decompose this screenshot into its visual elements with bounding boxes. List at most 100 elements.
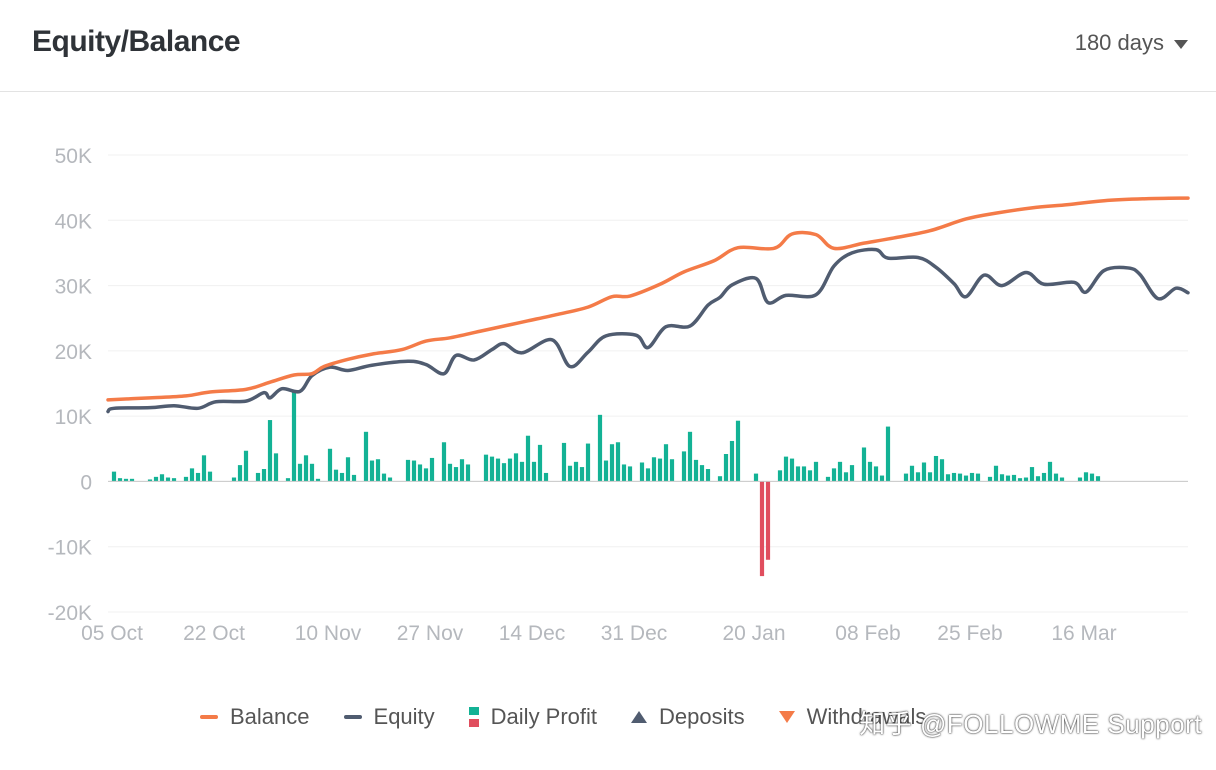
chart-legend: Balance Equity Daily Profit Deposits Wit… — [200, 704, 960, 730]
daily-profit-bar — [843, 472, 849, 482]
daily-profit-bar — [363, 431, 369, 482]
daily-profit-bar — [651, 457, 657, 482]
range-dropdown-value: 180 days — [1074, 30, 1164, 55]
daily-profit-bar — [519, 461, 525, 482]
daily-profit-bar — [447, 463, 453, 482]
daily-profit-bar — [879, 475, 885, 482]
legend-item-deposits[interactable]: Deposits — [631, 704, 745, 730]
daily-profit-bar — [735, 420, 741, 482]
daily-profit-bar — [963, 475, 969, 482]
card-header: Equity/Balance 180 days — [0, 0, 1216, 92]
y-tick-label: 10K — [55, 406, 92, 429]
daily-profit-bar — [597, 414, 603, 482]
legend-label-withdrawals: Withdrawals — [806, 704, 927, 729]
daily-profit-bar — [297, 463, 303, 482]
daily-profit-bar — [777, 470, 783, 482]
daily-profit-bar — [951, 472, 957, 482]
daily-profit-bar — [699, 465, 705, 482]
legend-item-balance[interactable]: Balance — [200, 704, 310, 730]
daily-profit-bar — [267, 420, 273, 482]
daily-profit-bar — [807, 470, 813, 482]
daily-profit-bar — [1041, 472, 1047, 482]
range-dropdown[interactable]: 180 days — [1075, 30, 1188, 56]
daily-profit-bar — [867, 461, 873, 482]
daily-profit-bar — [939, 459, 945, 482]
daily-profit-bar — [381, 473, 387, 482]
daily-profit-bar — [507, 458, 513, 482]
daily-profit-bar — [729, 440, 735, 482]
daily-profit-bar — [147, 479, 153, 482]
daily-profit-bar — [261, 469, 267, 482]
daily-profit-bar — [687, 431, 693, 482]
legend-item-withdrawals[interactable]: Withdrawals — [778, 704, 927, 730]
legend-label-deposits: Deposits — [659, 704, 745, 729]
x-tick-label: 16 Mar — [1051, 622, 1116, 645]
balance-line — [106, 196, 1190, 402]
daily-profit-bar — [561, 442, 567, 482]
daily-profit-bar — [723, 454, 729, 482]
daily-profit-bar — [1059, 477, 1065, 482]
daily-profit-bar — [441, 442, 447, 482]
daily-profit-bar — [513, 453, 519, 482]
daily-profit-bar — [531, 461, 537, 482]
daily-profit-bar — [183, 476, 189, 482]
y-tick-label: 30K — [55, 276, 92, 299]
daily-profit-bar — [969, 472, 975, 482]
daily-profit-bar — [1023, 477, 1029, 482]
daily-profit-bar — [159, 474, 165, 482]
daily-profit-bar — [465, 464, 471, 482]
daily-profit-bar — [933, 455, 939, 482]
daily-profit-bar — [717, 476, 723, 482]
y-tick-label: 40K — [55, 210, 92, 233]
daily-profit-bar — [957, 473, 963, 482]
daily-profit-bar — [603, 460, 609, 482]
daily-profit-bar — [255, 472, 261, 482]
daily-profit-bar — [765, 481, 771, 560]
legend-item-daily-profit[interactable]: Daily Profit — [468, 704, 597, 730]
daily-profit-bar — [345, 457, 351, 482]
daily-profit-bar — [405, 459, 411, 482]
daily-profit-bar — [483, 454, 489, 482]
legend-item-equity[interactable]: Equity — [343, 704, 435, 730]
daily-profit-bar — [795, 466, 801, 482]
daily-profit-bar — [669, 459, 675, 482]
daily-profit-bar — [813, 461, 819, 482]
daily-profit-bar — [165, 477, 171, 482]
daily-profit-bar — [195, 472, 201, 482]
daily-profit-bar — [681, 451, 687, 482]
daily-profit-bar — [705, 469, 711, 482]
x-tick-label: 14 Dec — [499, 622, 566, 645]
daily-profit-bar — [1047, 461, 1053, 482]
daily-profit-bar — [309, 463, 315, 482]
x-tick-label: 10 Nov — [295, 622, 362, 645]
daily-profit-bar — [621, 464, 627, 482]
daily-profit-bar — [693, 459, 699, 482]
daily-profit-bar — [885, 426, 891, 482]
y-tick-label: 50K — [55, 145, 92, 168]
daily-profit-bar — [231, 477, 237, 482]
equity-line — [106, 247, 1190, 414]
triangle-up-icon — [631, 711, 648, 723]
daily-profit-bar — [801, 466, 807, 482]
daily-profit-bar — [663, 444, 669, 482]
daily-profit-bar — [1017, 478, 1023, 482]
daily-profit-bar — [1077, 477, 1083, 482]
daily-profit-bar — [861, 447, 867, 482]
x-tick-label: 22 Oct — [183, 622, 245, 645]
daily-profit-bar — [171, 478, 177, 482]
daily-profit-bar — [645, 468, 651, 482]
daily-profit-bar — [579, 467, 585, 482]
daily-profit-bar — [825, 476, 831, 482]
daily-profit-bar — [111, 471, 117, 482]
daily-profit-bar — [573, 461, 579, 482]
daily-profit-bar — [537, 444, 543, 482]
daily-profit-bar — [285, 478, 291, 482]
daily-profit-bar — [999, 474, 1005, 482]
daily-profit-bar — [909, 465, 915, 482]
x-tick-label: 31 Dec — [601, 622, 668, 645]
daily-profit-bar — [153, 476, 159, 482]
daily-profit-bar — [753, 473, 759, 482]
daily-profit-bar — [1095, 476, 1101, 482]
